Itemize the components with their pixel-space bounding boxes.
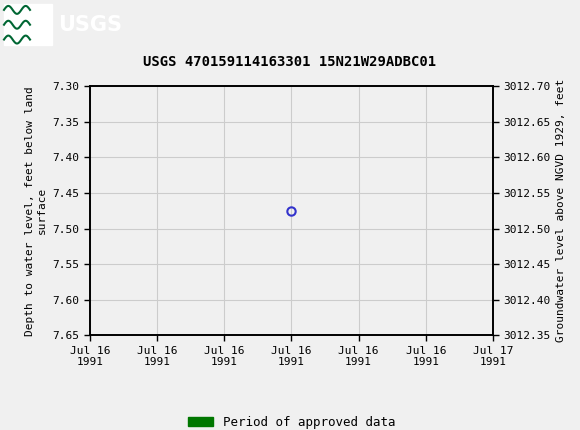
- Bar: [4, 4, 52, 46]
- Text: USGS: USGS: [58, 15, 122, 35]
- Legend: Period of approved data: Period of approved data: [183, 411, 400, 430]
- Y-axis label: Depth to water level, feet below land
surface: Depth to water level, feet below land su…: [26, 86, 47, 335]
- Text: USGS 470159114163301 15N21W29ADBC01: USGS 470159114163301 15N21W29ADBC01: [143, 55, 437, 69]
- Y-axis label: Groundwater level above NGVD 1929, feet: Groundwater level above NGVD 1929, feet: [556, 79, 566, 342]
